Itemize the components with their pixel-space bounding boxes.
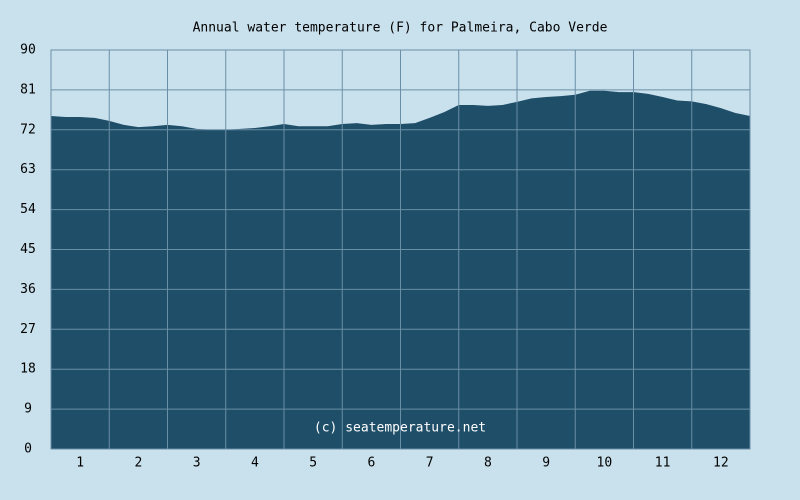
x-tick-label: 11 — [655, 456, 671, 471]
chart-title: Annual water temperature (F) for Palmeir… — [193, 21, 608, 36]
x-tick-label: 3 — [193, 456, 201, 471]
y-tick-label: 63 — [20, 162, 36, 177]
x-tick-label: 1 — [76, 456, 84, 471]
y-tick-label: 36 — [20, 282, 36, 297]
x-tick-label: 12 — [713, 456, 729, 471]
annotation: (c) seatemperature.net — [314, 421, 486, 436]
y-tick-label: 54 — [20, 202, 36, 217]
y-tick-label: 90 — [20, 43, 36, 58]
y-tick-label: 9 — [24, 402, 32, 417]
x-tick-label: 10 — [597, 456, 613, 471]
y-tick-label: 27 — [20, 322, 36, 337]
y-tick-label: 72 — [20, 122, 36, 137]
x-tick-label: 8 — [484, 456, 492, 471]
y-tick-label: 45 — [20, 242, 36, 257]
y-tick-label: 81 — [20, 82, 36, 97]
x-tick-label: 2 — [134, 456, 142, 471]
y-tick-label: 0 — [24, 442, 32, 457]
x-tick-label: 4 — [251, 456, 259, 471]
x-tick-label: 7 — [426, 456, 434, 471]
x-tick-label: 9 — [542, 456, 550, 471]
x-tick-label: 6 — [367, 456, 375, 471]
x-tick-label: 5 — [309, 456, 317, 471]
plot-frame — [50, 49, 751, 450]
y-tick-label: 18 — [20, 362, 36, 377]
